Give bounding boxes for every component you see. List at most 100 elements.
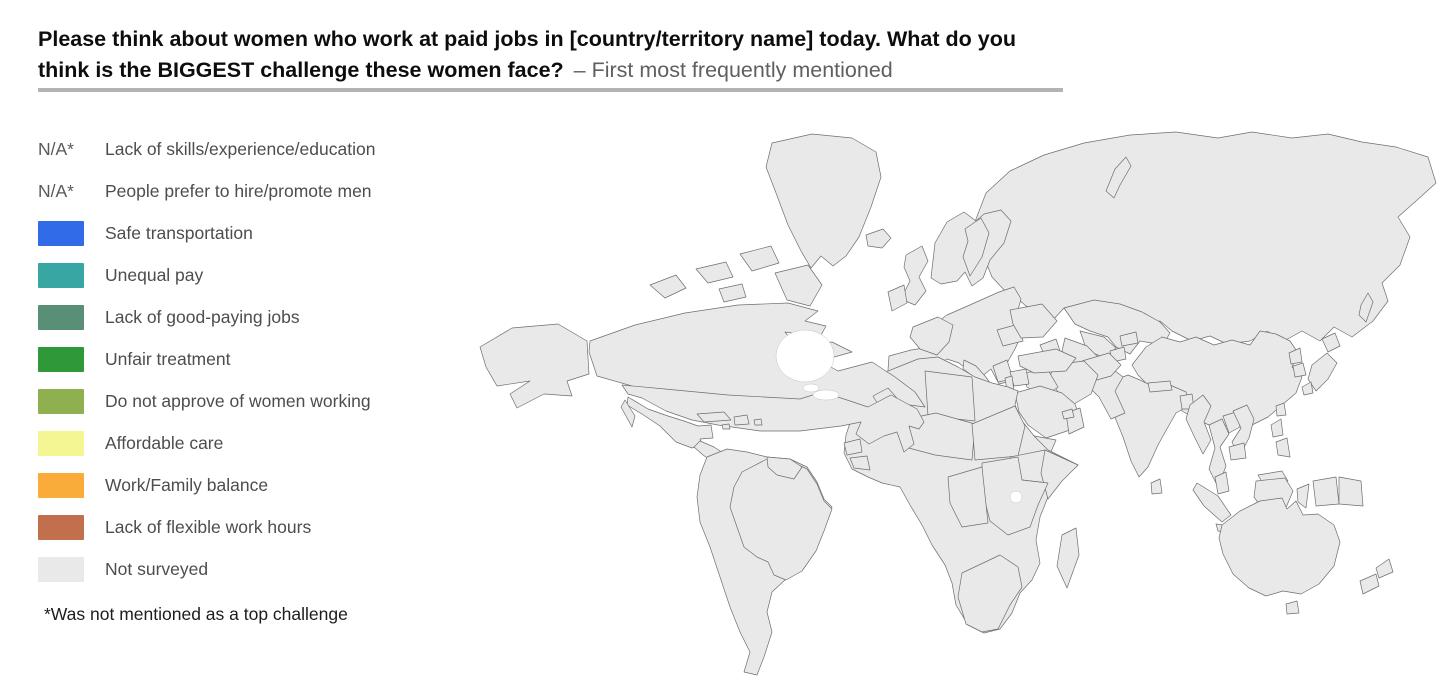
region-arctic-islands <box>649 274 687 299</box>
region-indonesia <box>1312 476 1340 507</box>
region-dr-congo <box>947 466 989 528</box>
region-cambodia <box>1228 442 1247 461</box>
legend-row: Affordable care <box>38 422 458 464</box>
page-title: Please think about women who work at pai… <box>38 24 1070 86</box>
legend-item-label: Affordable care <box>105 432 224 453</box>
legend-row: N/A* People prefer to hire/promote men <box>38 170 458 212</box>
region-greenland <box>765 133 882 269</box>
legend-item-label: Lack of flexible work hours <box>105 516 312 537</box>
region-southern-africa <box>957 554 1023 633</box>
region-japan <box>1307 352 1338 392</box>
region-puerto-rico <box>753 418 763 426</box>
region-turkey <box>1017 348 1077 374</box>
legend-item-label: Not surveyed <box>105 558 209 579</box>
region-papua-new-guinea <box>1338 476 1364 507</box>
region-brazil <box>729 458 833 581</box>
region-thailand <box>1208 418 1230 488</box>
legend-row: Unfair treatment <box>38 338 458 380</box>
region-dominican-republic <box>733 414 750 426</box>
legend-swatch <box>38 514 84 540</box>
region-iceland <box>865 228 892 249</box>
legend-swatch <box>38 346 84 372</box>
region-sweden <box>962 217 990 277</box>
region-mexico <box>620 399 636 428</box>
region-kazakhstan <box>1063 299 1171 355</box>
region-taiwan <box>1275 402 1287 417</box>
legend-swatch <box>38 472 84 498</box>
region-kyrgyzstan <box>1119 331 1139 347</box>
region-australia <box>1218 497 1341 597</box>
region-arctic-islands <box>739 245 780 272</box>
region-south-korea <box>1292 362 1307 378</box>
legend-swatch <box>38 388 84 414</box>
region-north-korea <box>1288 347 1303 365</box>
legend-row: N/A* Lack of skills/experience/education <box>38 128 458 170</box>
region-nepal <box>1147 380 1173 393</box>
region-sakhalin <box>1358 292 1374 323</box>
great-lakes <box>812 389 840 401</box>
region-arctic-islands <box>718 283 747 303</box>
title-divider <box>38 88 1063 92</box>
region-philippines <box>1270 418 1284 438</box>
legend-swatch <box>38 262 84 288</box>
title-suffix: – First most frequently mentioned <box>573 58 893 83</box>
region-japan <box>1301 381 1314 396</box>
region-australia <box>1285 600 1300 615</box>
region-ukraine <box>1009 303 1058 339</box>
region-somalia <box>1040 449 1079 500</box>
region-new-zealand <box>1375 558 1394 579</box>
region-arctic-islands <box>774 264 823 307</box>
legend-item-label: Unequal pay <box>105 264 204 285</box>
legend-swatch <box>38 304 84 330</box>
legend-row: Unequal pay <box>38 254 458 296</box>
region-arctic-islands <box>695 261 734 284</box>
legend-row: Do not approve of women working <box>38 380 458 422</box>
region-cuba <box>696 411 732 423</box>
region-uae <box>1061 408 1075 420</box>
legend-na-label: N/A* <box>38 138 74 159</box>
region-guinea <box>843 438 863 456</box>
region-indonesia <box>1296 483 1310 509</box>
legend: N/A* Lack of skills/experience/education… <box>38 128 458 590</box>
legend-swatch <box>38 556 84 582</box>
footnote: *Was not mentioned as a top challenge <box>44 604 348 624</box>
legend-row: Lack of good-paying jobs <box>38 296 458 338</box>
hudson-bay <box>775 329 835 383</box>
region-united-kingdom <box>900 245 929 306</box>
legend-row: Not surveyed <box>38 548 458 590</box>
region-ireland <box>887 284 908 312</box>
legend-item-label: Unfair treatment <box>105 348 231 369</box>
lake-victoria <box>1009 490 1023 504</box>
region-libya <box>924 370 976 422</box>
legend-item-label: Lack of good-paying jobs <box>105 306 300 327</box>
region-indonesia <box>1192 482 1232 523</box>
region-japan <box>1321 332 1341 353</box>
legend-na-label: N/A* <box>38 180 74 201</box>
region-liberia <box>849 455 871 471</box>
region-alaska <box>479 323 590 409</box>
legend-row: Lack of flexible work hours <box>38 506 458 548</box>
title-question: Please think about women who work at pai… <box>38 27 1016 83</box>
region-jamaica <box>721 423 731 430</box>
legend-item-label: Safe transportation <box>105 222 253 243</box>
legend-item-label: Lack of skills/experience/education <box>105 138 376 159</box>
region-myanmar <box>1185 394 1212 455</box>
map-container <box>470 125 1440 695</box>
world-map <box>479 131 1437 676</box>
region-new-zealand <box>1359 573 1380 595</box>
legend-swatch <box>38 220 84 246</box>
region-malaysia <box>1214 471 1230 495</box>
region-philippines <box>1275 437 1291 458</box>
region-novaya-zemlya <box>1105 156 1132 199</box>
legend-swatch <box>38 430 84 456</box>
region-sri-lanka <box>1150 478 1163 495</box>
great-lakes <box>802 383 820 393</box>
legend-row: Work/Family balance <box>38 464 458 506</box>
region-sudan <box>971 405 1026 461</box>
legend-row: Safe transportation <box>38 212 458 254</box>
legend-item-label: Do not approve of women working <box>105 390 371 411</box>
region-india <box>1105 374 1191 478</box>
legend-item-label: Work/Family balance <box>105 474 269 495</box>
region-mexico <box>626 396 714 449</box>
